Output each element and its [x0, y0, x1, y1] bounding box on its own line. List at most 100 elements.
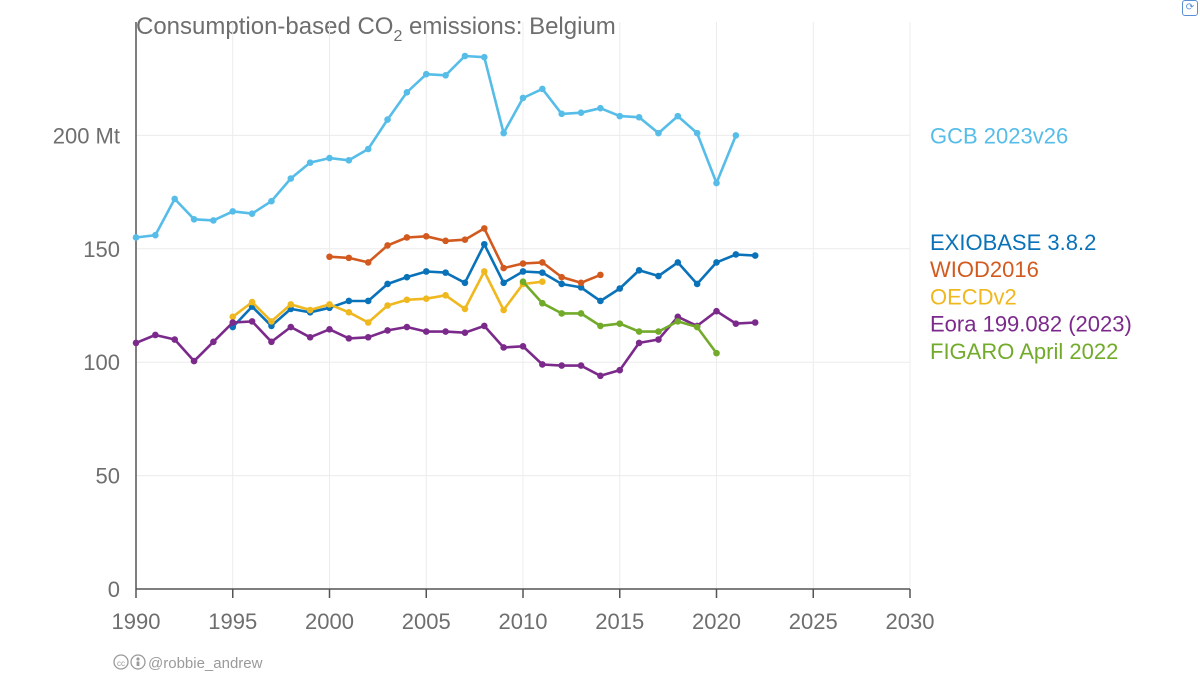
data-point — [751, 252, 759, 259]
data-point — [268, 338, 275, 346]
series-line — [231, 243, 757, 329]
data-point — [403, 323, 411, 331]
legend-entry: WIOD2016 — [930, 257, 1039, 282]
data-point — [597, 271, 604, 279]
data-point — [674, 112, 682, 120]
data-point — [248, 318, 256, 325]
data-point — [345, 335, 353, 342]
data-point — [500, 264, 507, 272]
data-point — [577, 279, 585, 287]
data-point — [500, 279, 507, 287]
legend-entry: FIGARO April 2022 — [930, 339, 1118, 364]
data-point — [577, 310, 585, 317]
data-point — [539, 299, 546, 307]
data-point — [384, 280, 391, 288]
by-icon-body — [136, 661, 140, 666]
data-point — [539, 269, 546, 276]
refresh-icon[interactable]: ⟳ — [1182, 0, 1198, 16]
data-point — [751, 319, 759, 326]
x-tick-label: 1995 — [208, 609, 257, 634]
data-point — [539, 259, 546, 266]
data-point — [210, 338, 217, 346]
data-point — [248, 210, 256, 217]
data-point — [326, 154, 333, 162]
data-point — [152, 331, 159, 339]
legend-entry: OECDv2 — [930, 284, 1017, 309]
data-point — [674, 259, 682, 266]
data-point — [558, 310, 565, 317]
x-tick-label: 2030 — [886, 609, 935, 634]
data-point — [713, 259, 720, 266]
data-point — [713, 307, 720, 315]
y-tick-label: 150 — [83, 237, 120, 262]
data-point — [500, 306, 507, 314]
data-point — [519, 268, 527, 275]
data-point — [364, 259, 372, 266]
data-point — [519, 278, 527, 285]
series-line — [231, 270, 544, 324]
data-point — [442, 237, 449, 245]
data-point — [635, 267, 643, 274]
by-icon-head — [136, 657, 140, 661]
data-point — [461, 329, 469, 337]
data-point — [403, 89, 411, 96]
data-point — [171, 195, 178, 203]
data-point — [635, 339, 643, 347]
cc-icon-text: cc — [117, 659, 125, 668]
data-point — [539, 278, 546, 285]
data-point — [500, 344, 507, 351]
data-point — [422, 233, 430, 240]
data-point — [732, 320, 740, 327]
data-point — [268, 318, 275, 325]
data-point — [132, 339, 140, 347]
data-point — [635, 113, 643, 121]
data-point — [597, 322, 604, 330]
data-point — [577, 362, 585, 369]
data-point — [326, 253, 333, 261]
chart-title: Consumption-based CO2 emissions: Belgium — [136, 13, 616, 45]
axes: 0 50 100 150 200 Mt 1990 1995 2000 2005 2010 2015 2… — [53, 22, 935, 634]
data-point — [422, 295, 430, 302]
data-point — [384, 242, 391, 249]
data-point — [384, 327, 391, 334]
series-line — [134, 309, 757, 378]
data-point — [481, 322, 488, 330]
series-group — [132, 52, 759, 380]
data-point — [422, 268, 430, 275]
data-point — [558, 362, 565, 369]
data-point — [577, 109, 585, 117]
data-point — [674, 313, 682, 321]
data-point — [616, 366, 624, 374]
data-point — [461, 279, 469, 287]
data-point — [306, 333, 314, 341]
data-point — [442, 328, 449, 335]
data-point — [384, 116, 391, 123]
data-point — [693, 129, 701, 137]
data-point — [422, 328, 430, 335]
data-point — [403, 273, 411, 281]
x-tick-label: 2010 — [499, 609, 548, 634]
data-point — [364, 297, 372, 305]
data-point — [655, 328, 662, 335]
data-point — [287, 301, 295, 308]
data-point — [732, 132, 740, 139]
data-point — [539, 361, 546, 368]
data-point — [326, 301, 333, 308]
data-point — [616, 320, 624, 327]
data-point — [268, 322, 275, 330]
data-point — [713, 349, 720, 357]
data-point — [152, 231, 159, 239]
data-point — [190, 357, 198, 365]
data-point — [693, 323, 701, 331]
cc-icon — [113, 654, 129, 670]
data-point — [481, 240, 488, 248]
x-tick-label: 2020 — [692, 609, 741, 634]
series-5 — [519, 278, 720, 357]
data-point — [635, 328, 643, 335]
legend-entry: Eora 199.082 (2023) — [930, 312, 1132, 337]
data-point — [597, 372, 604, 380]
data-point — [577, 284, 585, 291]
data-point — [345, 157, 353, 164]
